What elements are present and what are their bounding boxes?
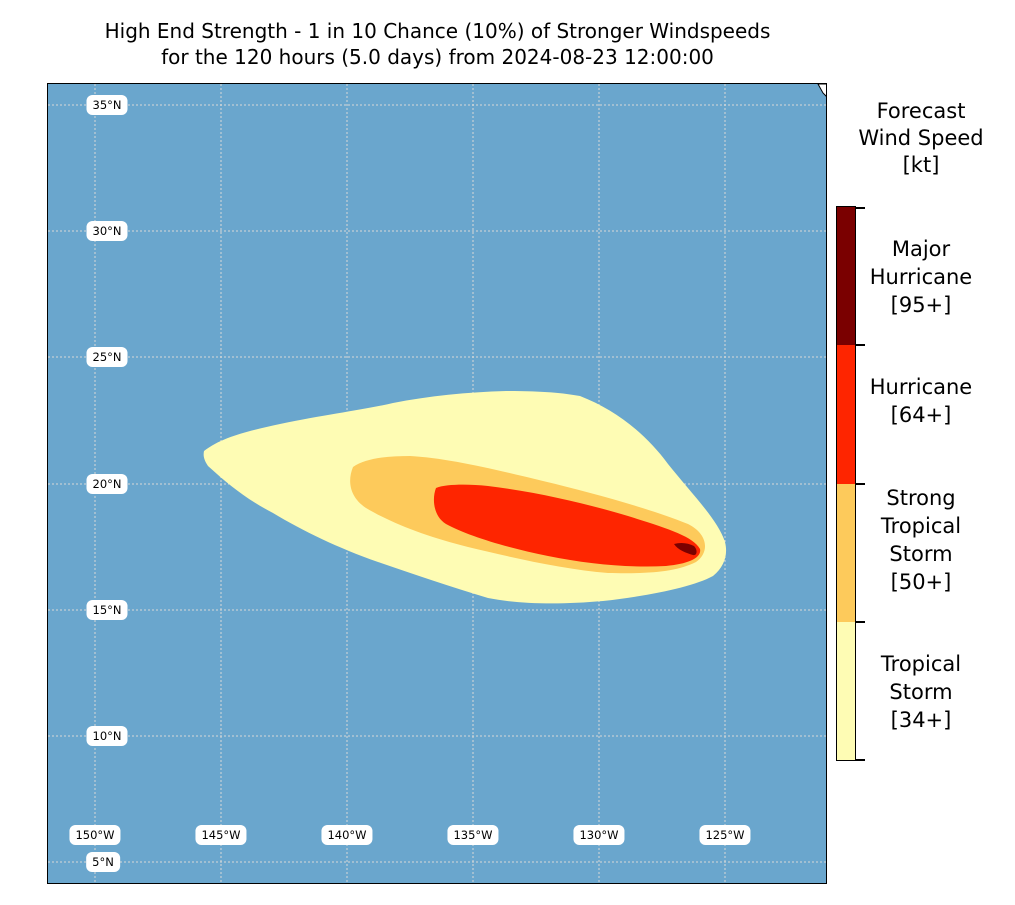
title-line-2: for the 120 hours (5.0 days) from 2024-0… [161, 45, 714, 69]
lon-label-150w: 150°W [69, 825, 121, 845]
colorbar-label-line: Storm [889, 680, 953, 704]
lat-label-30n: 30°N [86, 221, 128, 241]
colorbar-label-line: [64+] [890, 403, 952, 427]
lat-label-35n: 35°N [86, 95, 128, 115]
colorbar-tick [856, 344, 865, 346]
lat-label-5n: 5°N [86, 852, 120, 872]
colorbar [836, 206, 856, 761]
lon-label-130w: 130°W [573, 825, 625, 845]
land-sliver [817, 84, 826, 97]
colorbar-label-major-hurricane: Major Hurricane [95+] [848, 235, 994, 319]
lat-label-25n: 25°N [86, 347, 128, 367]
colorbar-label-line: [50+] [890, 570, 952, 594]
colorbar-segment-tropical-storm [837, 621, 855, 760]
major-hurricane-zone [674, 542, 697, 556]
title-line-1: High End Strength - 1 in 10 Chance (10%)… [104, 19, 771, 43]
lat-label-20n: 20°N [86, 474, 128, 494]
colorbar-label-line: Strong [886, 486, 956, 510]
colorbar-label-line: [95+] [890, 293, 952, 317]
map-graphics [48, 84, 826, 883]
colorbar-segment-hurricane [837, 345, 855, 484]
colorbar-title-line: Forecast [876, 99, 966, 123]
hurricane-zone [433, 484, 701, 567]
lat-label-10n: 10°N [86, 726, 128, 746]
colorbar-tick [856, 483, 865, 485]
colorbar-segment-strong-tropical-storm [837, 483, 855, 622]
lat-label-15n: 15°N [86, 600, 128, 620]
lon-label-125w: 125°W [699, 825, 751, 845]
lon-label-135w: 135°W [447, 825, 499, 845]
colorbar-label-line: Major [891, 237, 951, 261]
colorbar-label-line: [34+] [890, 708, 952, 732]
colorbar-label-line: Tropical [880, 652, 962, 676]
colorbar-label-strong-tropical-storm: Strong Tropical Storm [50+] [848, 484, 994, 596]
wind-speed-map: 35°N 30°N 25°N 20°N 15°N 10°N 5°N 150°W … [47, 83, 827, 884]
colorbar-title-line: [kt] [902, 153, 940, 177]
colorbar-tick [856, 207, 865, 209]
colorbar-tick [856, 759, 865, 761]
colorbar-tick [856, 621, 865, 623]
colorbar-title-line: Wind Speed [858, 126, 984, 150]
colorbar-label-line: Storm [889, 542, 953, 566]
map-title: High End Strength - 1 in 10 Chance (10%)… [0, 18, 875, 70]
colorbar-label-line: Hurricane [869, 375, 973, 399]
colorbar-label-hurricane: Hurricane [64+] [848, 373, 994, 429]
colorbar-label-line: Tropical [880, 514, 962, 538]
colorbar-label-tropical-storm: Tropical Storm [34+] [848, 650, 994, 734]
colorbar-segment-major-hurricane [837, 207, 855, 346]
colorbar-label-line: Hurricane [869, 265, 973, 289]
lon-label-145w: 145°W [195, 825, 247, 845]
lon-label-140w: 140°W [321, 825, 373, 845]
colorbar-title: Forecast Wind Speed [kt] [836, 98, 1006, 179]
